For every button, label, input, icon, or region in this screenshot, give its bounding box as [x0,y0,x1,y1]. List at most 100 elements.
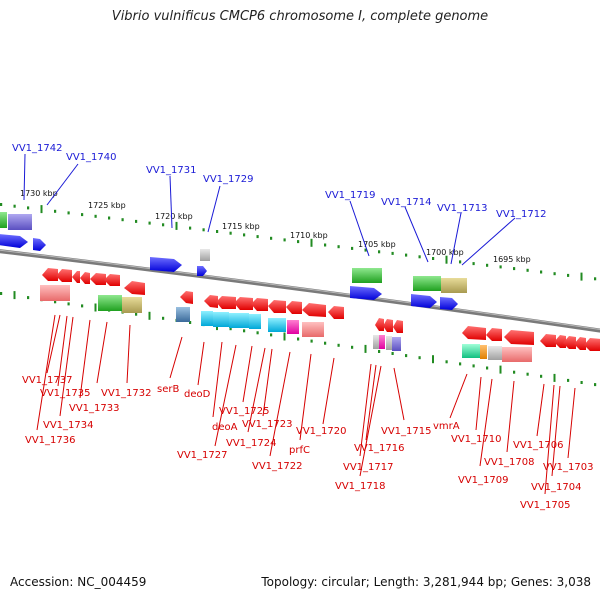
gene-label: VV1_1723 [242,419,293,430]
scale-tick [229,231,232,235]
tick-row-top [0,203,597,281]
gene-label: VV1_1712 [496,209,547,220]
accession-text: Accession: NC_004459 [10,575,147,589]
gene-arrow-red [204,295,218,308]
gene-label: deoD [184,389,211,400]
gene-label: VV1_1703 [543,462,594,473]
gene-box-green [352,268,382,283]
gene-arrow-red [80,272,90,284]
scale-tick [432,355,434,364]
scale-tick [594,383,597,387]
scale-tick [580,381,583,384]
scale-tick [526,372,529,376]
gene-label: VV1_1742 [12,143,63,154]
gene-arrow-red [328,306,344,319]
gene-label: VV1_1733 [69,403,120,414]
gene-label: VV1_1725 [219,406,270,417]
gene-label: VV1_1704 [531,482,582,493]
scale-tick [202,228,205,232]
scale-tick [351,345,354,349]
scale-tick [121,218,124,222]
gene-label: VV1_1709 [458,475,509,486]
gene-box-cyan [268,318,276,332]
gene-label: VV1_1731 [146,165,197,176]
gene-box-magenta [379,335,385,349]
gene-arrow-red [104,274,120,286]
scale-tick [459,362,462,366]
gene-label: VV1_1732 [101,388,152,399]
scale-tick [256,235,259,239]
gene-arrow-red [251,298,268,311]
gene-arrow-red [383,319,393,332]
scale-tick [54,209,57,213]
scale-tick [567,273,570,277]
gene-label: VV1_1705 [520,500,571,511]
scale-tick [472,364,475,368]
scale-tick [27,296,30,300]
scale-tick [0,203,3,206]
gene-arrow-red [124,281,145,295]
gene-label: VV1_1734 [43,420,94,431]
scale-tick [310,339,313,343]
scale-tick [337,245,340,249]
scale-tick [135,219,138,223]
scale-tick [135,312,138,316]
scale-tick [526,268,529,272]
scale-tick [540,270,543,274]
scale-tick [216,230,219,233]
kbp-label: 1695 kbp [493,255,531,264]
gene-label: VV1_1735 [40,388,91,399]
gene-box-teal [462,344,480,358]
gene-label: VV1_1724 [226,438,277,449]
gene-label: VV1_1708 [484,457,535,468]
gene-label: vmrA [433,421,460,432]
gene-label: serB [157,384,179,395]
scale-tick [418,255,421,259]
scale-tick [499,365,502,374]
gene-box-cyan [213,312,229,327]
scale-tick [378,250,381,254]
scale-tick [391,251,394,255]
gene-box-pink [502,347,532,362]
gene-box-cyan [276,318,286,332]
gene-box-cyan [229,313,249,328]
kbp-label: 1710 kbp [290,231,328,240]
gene-label: VV1_1727 [177,450,228,461]
gene-label: VV1_1720 [296,426,347,437]
scale-tick [54,300,57,304]
gene-box-green [413,276,441,291]
scale-tick [513,267,516,271]
scale-tick [0,292,3,295]
scale-tick [364,344,367,353]
gene-box-gray [386,336,392,350]
gene-arrow-red [584,338,600,351]
scale-tick [81,304,84,308]
scale-tick [445,255,448,264]
kbp-label: 1705 kbp [358,240,396,249]
genome-info-text: Topology: circular; Length: 3,281,944 bp… [261,575,591,589]
scale-tick [175,221,178,230]
gene-box-purple [392,337,401,351]
scale-tick [256,331,259,335]
scale-tick [283,332,286,341]
scale-tick [337,343,340,347]
gene-arrow-red [90,273,106,285]
scale-tick [540,374,543,378]
gene-box-green [0,212,7,228]
gene-arrow-red [574,337,586,350]
scale-tick [553,272,556,276]
scale-tick [67,211,70,215]
scale-tick [94,303,97,312]
gene-arrow-blue [411,294,437,308]
gene-arrow-red [554,335,566,348]
gene-arrow-red [486,328,502,341]
chromosome-backbone [0,249,600,333]
gene-label: VV1_1715 [381,426,432,437]
gene-arrow-red [462,326,486,340]
gene-box-pink [40,285,70,301]
scale-tick [13,291,16,300]
gene-label: VV1_1710 [451,434,502,445]
top-strand-features [0,212,467,310]
gene-box-cyan [201,311,213,326]
scale-tick [283,238,286,242]
